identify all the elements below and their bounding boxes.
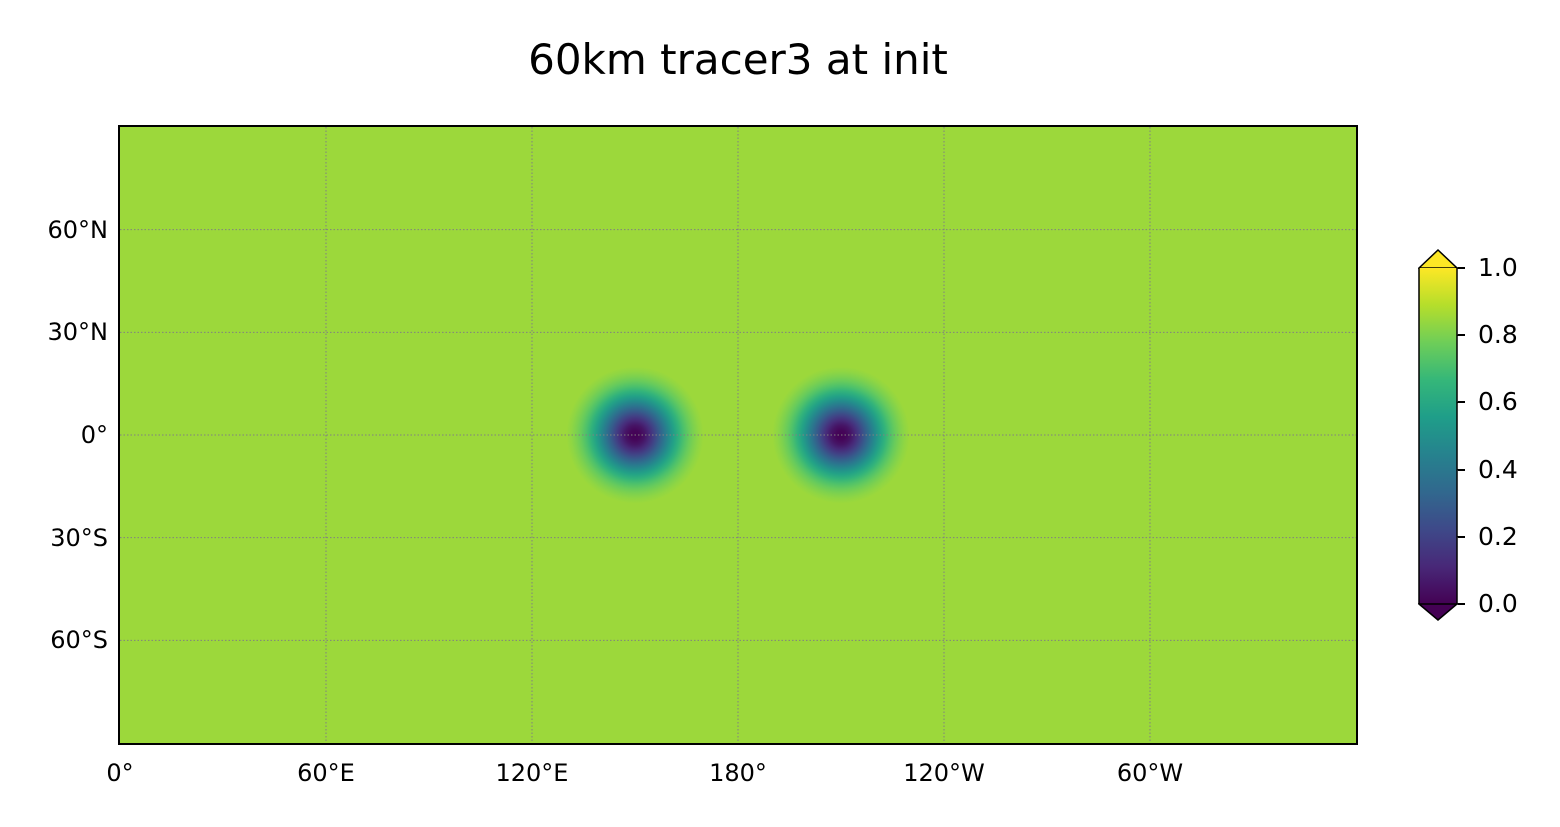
colorbar-extend-min	[1418, 603, 1458, 621]
colorbar-tick-label: 0.4	[1478, 454, 1518, 484]
colorbar-tick-mark	[1458, 401, 1465, 404]
colorbar-tick-label: 1.0	[1478, 253, 1518, 282]
map-canvas	[120, 127, 1356, 743]
colorbar-tick-label: 0.0	[1478, 589, 1518, 618]
colorbar-tick-label: 0.6	[1478, 387, 1518, 417]
latitude-tick-label: 30°S	[50, 523, 108, 552]
colorbar-tick-mark	[1458, 468, 1465, 471]
colorbar-tick-mark	[1458, 535, 1465, 538]
colorbar-tick-mark	[1458, 334, 1465, 337]
latitude-tick-label: 0°	[80, 421, 108, 449]
colorbar-tick-label: 0.8	[1478, 320, 1518, 350]
longitude-tick-label: 60°E	[297, 759, 355, 787]
map-panel	[118, 125, 1358, 745]
latitude-tick-label: 30°N	[47, 318, 109, 347]
longitude-tick-label: 60°W	[1116, 759, 1184, 787]
latitude-tick-label: 60°S	[50, 626, 108, 655]
latitude-tick-label: 60°N	[47, 215, 109, 244]
colorbar-tick-label: 0.2	[1478, 521, 1518, 551]
gridlines	[120, 127, 1356, 743]
longitude-tick-label: 180°	[709, 759, 767, 787]
colorbar-extend-max	[1418, 248, 1458, 269]
colorbar-tick-mark	[1458, 603, 1465, 605]
longitude-tick-label: 120°E	[495, 759, 569, 787]
colorbar-gradient	[1419, 268, 1457, 604]
figure-title: 60km tracer3 at init	[528, 35, 948, 84]
colorbar-tick-mark	[1458, 267, 1465, 269]
longitude-tick-label: 0°	[106, 759, 134, 787]
colorbar	[1418, 248, 1458, 621]
longitude-tick-label: 120°W	[903, 759, 985, 787]
